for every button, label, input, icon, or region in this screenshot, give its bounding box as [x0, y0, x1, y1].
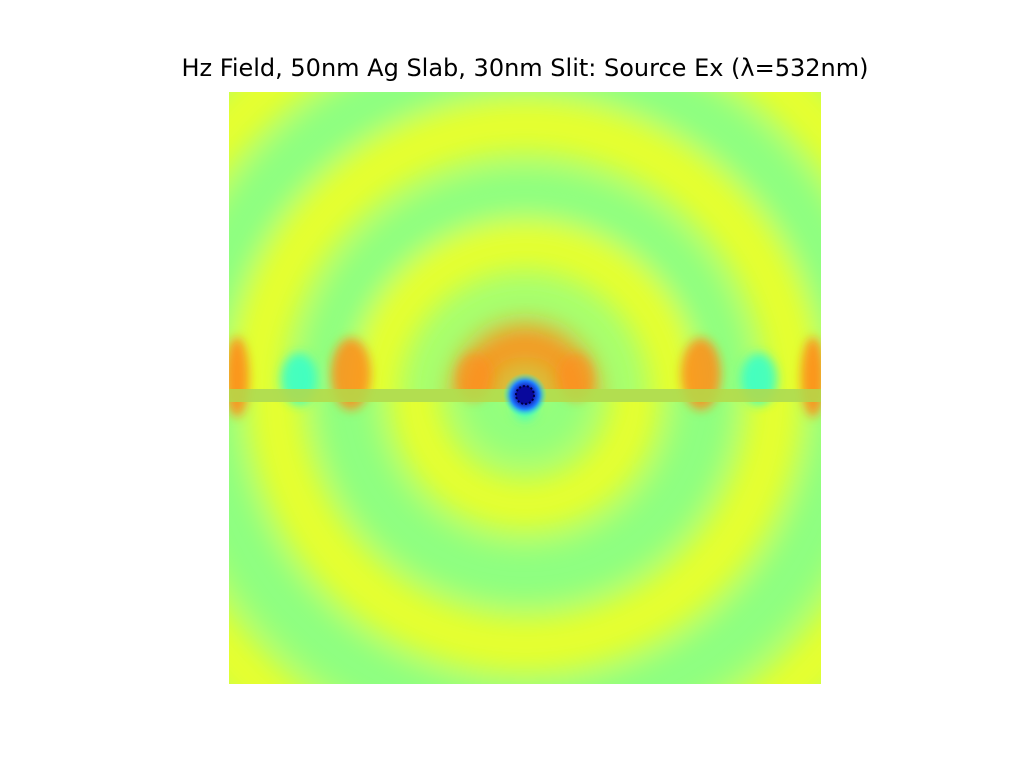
- wavefront-ring: [350, 220, 700, 389]
- chart-title: Hz Field, 50nm Ag Slab, 30nm Slit: Sourc…: [181, 54, 869, 82]
- source-core: [516, 386, 534, 404]
- wavefront-ring: [229, 97, 821, 389]
- wavefront-ring: [247, 402, 803, 673]
- field-heatmap-svg: [229, 92, 821, 684]
- slit-marker: [515, 385, 535, 405]
- wavefront-ring: [322, 402, 728, 598]
- lower-wavefronts: [229, 402, 821, 684]
- wavefront-ring: [470, 402, 580, 450]
- wavefront-ring: [390, 402, 660, 530]
- heatmap-plot: [229, 92, 821, 684]
- wavefront-ring: [305, 175, 745, 389]
